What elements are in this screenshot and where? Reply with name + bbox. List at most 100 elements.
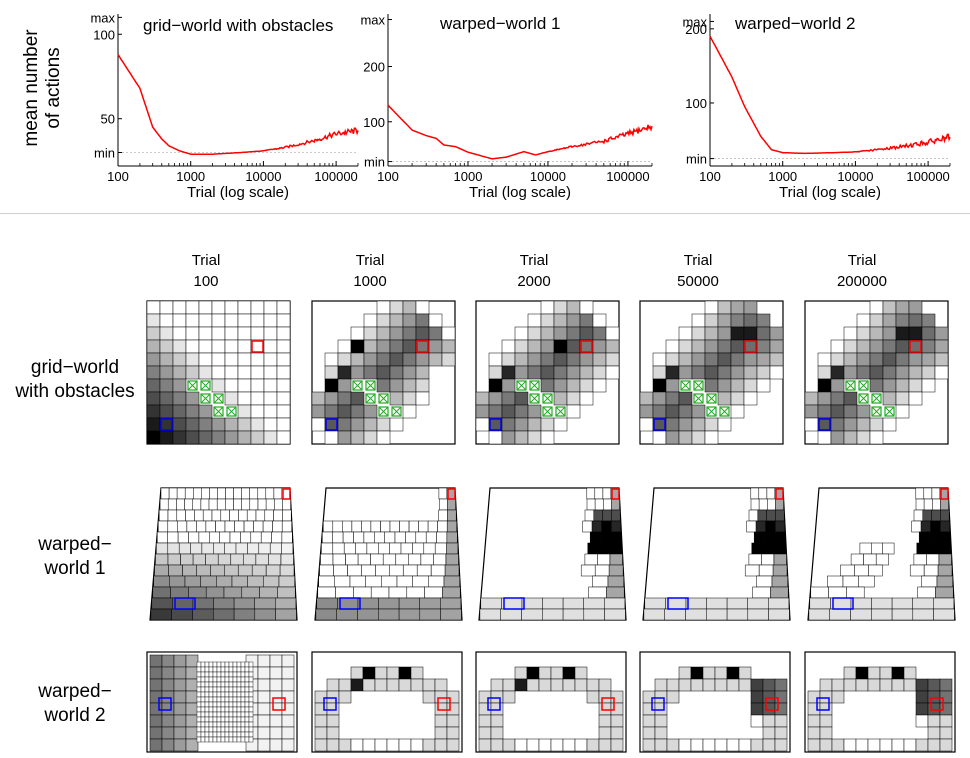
state-cell bbox=[224, 378, 239, 393]
obstacle-cross bbox=[884, 406, 895, 417]
state-cell bbox=[639, 404, 654, 419]
state-cell bbox=[446, 738, 460, 752]
state-cell bbox=[654, 702, 668, 716]
obstacle-cross bbox=[213, 393, 224, 404]
state-cell bbox=[159, 430, 174, 445]
state-cell bbox=[237, 326, 252, 341]
state-cell bbox=[281, 726, 295, 740]
state-cell bbox=[602, 487, 612, 500]
state-cell bbox=[363, 417, 378, 432]
state-cell bbox=[257, 702, 271, 716]
state-cell bbox=[562, 678, 576, 692]
goal-marker bbox=[272, 697, 286, 711]
state-cell bbox=[269, 702, 283, 716]
state-cell bbox=[678, 352, 693, 367]
fine-cell bbox=[248, 676, 254, 683]
state-cell bbox=[869, 430, 884, 445]
state-cell bbox=[233, 597, 255, 610]
fine-cell bbox=[196, 706, 202, 713]
state-cell bbox=[478, 726, 492, 740]
state-cell bbox=[194, 509, 204, 522]
state-cell bbox=[488, 378, 503, 393]
state-cell bbox=[830, 417, 845, 432]
state-cell bbox=[542, 608, 564, 621]
state-cell bbox=[817, 391, 832, 406]
row-label-line2: world 2 bbox=[44, 705, 106, 726]
goal-marker bbox=[251, 340, 264, 353]
state-cell bbox=[415, 378, 430, 393]
trial-word: Trial bbox=[191, 252, 221, 269]
state-cell bbox=[527, 365, 542, 380]
state-cell bbox=[381, 575, 398, 588]
state-cell bbox=[265, 487, 275, 500]
state-cell bbox=[579, 313, 594, 328]
state-cell bbox=[224, 300, 239, 315]
row-label-line1: grid−world bbox=[30, 357, 120, 378]
state-cell bbox=[808, 608, 830, 621]
state-cell bbox=[762, 542, 775, 555]
goal-marker bbox=[601, 697, 615, 711]
state-cell bbox=[830, 430, 845, 445]
state-cell bbox=[867, 738, 881, 752]
fine-cell bbox=[200, 696, 206, 703]
state-cell bbox=[250, 391, 265, 406]
fine-cell bbox=[220, 661, 226, 668]
fine-cell bbox=[232, 686, 238, 693]
state-cell bbox=[850, 553, 864, 566]
state-cell bbox=[275, 597, 297, 610]
fine-cell bbox=[196, 666, 202, 673]
state-cell bbox=[237, 404, 252, 419]
state-cell bbox=[337, 430, 352, 445]
fine-cell bbox=[244, 696, 250, 703]
state-cell bbox=[265, 498, 275, 511]
fine-cell bbox=[240, 666, 246, 673]
fine-cell bbox=[228, 686, 234, 693]
state-cell bbox=[490, 702, 504, 716]
state-cell bbox=[388, 586, 408, 599]
state-cell bbox=[913, 553, 927, 566]
obstacle-cross bbox=[378, 393, 389, 404]
state-cell bbox=[258, 542, 271, 555]
state-cell bbox=[158, 520, 169, 533]
fine-cell bbox=[208, 671, 214, 678]
state-cell bbox=[229, 531, 241, 544]
state-cell bbox=[149, 690, 163, 704]
state-cell bbox=[762, 714, 776, 728]
state-cell bbox=[326, 690, 340, 704]
state-cell bbox=[871, 608, 893, 621]
state-cell bbox=[186, 520, 197, 533]
state-cell bbox=[257, 487, 267, 500]
state-cell bbox=[717, 365, 732, 380]
fine-cell bbox=[212, 711, 218, 718]
fine-cell bbox=[200, 706, 206, 713]
state-cell bbox=[281, 690, 295, 704]
state-cell bbox=[215, 520, 226, 533]
state-cell bbox=[357, 597, 379, 610]
state-cell bbox=[271, 531, 283, 544]
state-cell bbox=[333, 564, 348, 577]
y-tick-label: 200 bbox=[363, 60, 385, 75]
state-cell bbox=[869, 326, 884, 341]
fine-cell bbox=[196, 731, 202, 738]
fine-cell bbox=[200, 671, 206, 678]
state-cell bbox=[402, 378, 417, 393]
state-cell bbox=[752, 586, 771, 599]
state-cell bbox=[691, 430, 706, 445]
state-cell bbox=[730, 326, 745, 341]
fine-cell bbox=[204, 691, 210, 698]
state-cell bbox=[405, 531, 417, 544]
state-cell bbox=[757, 509, 767, 522]
state-cell bbox=[856, 365, 871, 380]
state-cell bbox=[412, 542, 425, 555]
state-cell bbox=[869, 339, 884, 354]
state-cell bbox=[363, 313, 378, 328]
fine-cell bbox=[200, 676, 206, 683]
state-cell bbox=[940, 498, 949, 511]
state-cell bbox=[579, 391, 594, 406]
state-cell bbox=[176, 509, 186, 522]
state-cell bbox=[269, 690, 283, 704]
fine-cell bbox=[232, 681, 238, 688]
state-cell bbox=[869, 417, 884, 432]
state-cell bbox=[501, 365, 516, 380]
state-cell bbox=[350, 666, 364, 680]
